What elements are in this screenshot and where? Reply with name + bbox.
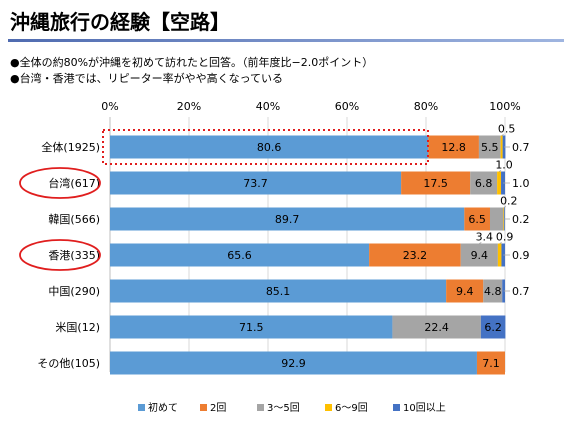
bar-segment (110, 351, 477, 375)
circle-highlight (19, 239, 101, 271)
legend-label: 初めて (148, 401, 178, 414)
legend-swatch (325, 404, 332, 411)
bar-segment (110, 243, 370, 267)
legend-label: 10回以上 (403, 402, 446, 414)
note-line-2: ●台湾・香港では、リピーター率がやや高くなっている (10, 72, 284, 85)
category-label: 香港(335) (48, 249, 100, 262)
data-label: 9.4 (471, 249, 489, 262)
bar-segment (476, 351, 505, 375)
bar-segment (110, 135, 429, 159)
data-label: 89.7 (275, 213, 300, 226)
data-label: 92.9 (281, 357, 306, 370)
leader-line (501, 134, 504, 136)
bar-segment (392, 315, 481, 339)
bar-segment (503, 207, 505, 231)
bar-segment (497, 243, 502, 267)
x-tick-label: 20% (177, 100, 201, 113)
legend-swatch (257, 404, 264, 411)
bar-segment (110, 279, 447, 303)
title-underline (8, 39, 564, 42)
bar-segment (464, 207, 490, 231)
bar-segment (500, 135, 503, 159)
data-label: 3.4 (476, 231, 494, 244)
data-label: 0.2 (512, 213, 530, 226)
data-label: 22.4 (424, 321, 449, 334)
x-tick-label: 100% (489, 100, 520, 113)
bar-segment (478, 135, 501, 159)
circle-highlight (19, 167, 101, 199)
data-label: 6.5 (468, 213, 486, 226)
data-label: 23.2 (403, 249, 428, 262)
bar-segment (470, 171, 498, 195)
data-label: 6.8 (475, 177, 493, 190)
legend-swatch (200, 404, 207, 411)
bar-segment (489, 207, 504, 231)
legend-swatch (393, 404, 400, 411)
data-label: 1.0 (512, 177, 530, 190)
data-label: 0.2 (500, 195, 518, 208)
x-tick-label: 80% (414, 100, 438, 113)
data-label: 85.1 (266, 285, 291, 298)
data-label: 9.4 (456, 285, 474, 298)
data-label: 6.2 (484, 321, 502, 334)
data-label: 4.8 (484, 285, 502, 298)
data-label: 71.5 (239, 321, 264, 334)
bar-segment (110, 207, 465, 231)
data-label: 80.6 (257, 141, 282, 154)
category-label: 韓国(566) (48, 213, 100, 226)
bar-segment (110, 171, 402, 195)
dotted-highlight-box (102, 129, 429, 165)
slide-title: 沖縄旅行の経験【空路】 (10, 10, 230, 34)
legend-label: 2回 (210, 402, 226, 414)
bar-segment (110, 315, 393, 339)
data-label: 17.5 (423, 177, 448, 190)
data-label: 0.9 (512, 249, 530, 262)
bar-segment (483, 279, 503, 303)
data-label: 1.0 (495, 159, 513, 172)
bar-segment (497, 171, 502, 195)
leader-line (503, 206, 506, 208)
category-label: 台湾(617) (48, 176, 100, 190)
data-label: 73.7 (243, 177, 268, 190)
legend-label: 6～9回 (335, 402, 368, 414)
category-label: その他(105) (37, 357, 100, 370)
leader-line (479, 242, 482, 244)
x-tick-label: 0% (101, 100, 118, 113)
leader-line (499, 242, 502, 244)
bar-segment (504, 207, 505, 231)
data-label: 7.1 (482, 357, 500, 370)
bar-segment (401, 171, 471, 195)
data-label: 0.9 (496, 231, 514, 244)
bar-segment (369, 243, 461, 267)
note-line-1: ●全体の約80%が沖縄を初めて訪れたと回答。（前年度比−2.0ポイント） (10, 56, 374, 69)
x-tick-label: 60% (335, 100, 359, 113)
data-label: 0.7 (512, 141, 530, 154)
data-label: 65.6 (227, 249, 252, 262)
data-label: 12.8 (441, 141, 466, 154)
category-label: 中国(290) (48, 285, 100, 298)
data-label: 0.5 (498, 123, 516, 136)
notes: ●全体の約80%が沖縄を初めて訪れたと回答。（前年度比−2.0ポイント） ●台湾… (10, 55, 373, 87)
legend-label: 3～5回 (267, 402, 300, 414)
x-tick-label: 40% (256, 100, 280, 113)
bar-segment (428, 135, 479, 159)
bar-segment (480, 315, 506, 339)
bar-segment (460, 243, 498, 267)
leader-line (498, 170, 502, 172)
category-label: 米国(12) (55, 321, 100, 334)
data-label: 0.7 (512, 285, 530, 298)
data-label: 5.5 (481, 141, 499, 154)
legend-swatch (138, 404, 145, 411)
category-label: 全体(1925) (41, 140, 100, 154)
bar-segment (446, 279, 484, 303)
